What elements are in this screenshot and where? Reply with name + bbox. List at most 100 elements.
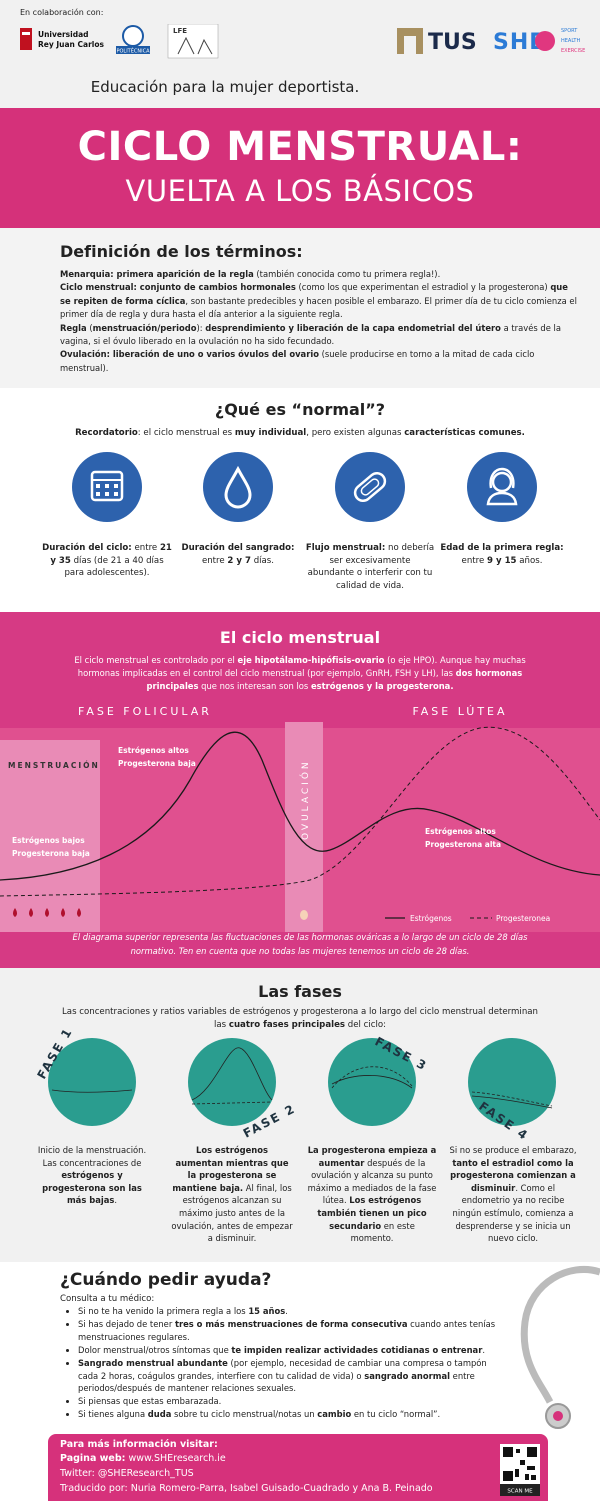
text-run: Los estrógenos también tienen un pico se… bbox=[317, 1195, 427, 1231]
partner-logos: Universidad Rey Juan Carlos POLITÉCNICA … bbox=[20, 24, 219, 59]
text-run: desprendimiento y liberación de la capa … bbox=[205, 322, 501, 333]
text-run: días. bbox=[250, 555, 275, 566]
logo-text: HEALTH bbox=[561, 38, 580, 44]
text-run: . bbox=[285, 1306, 288, 1316]
logo-text: EXERCISE bbox=[561, 48, 585, 54]
logo-text: TUS bbox=[428, 30, 477, 55]
text-run: en este momento. bbox=[350, 1220, 415, 1244]
text-run: Recordatorio bbox=[75, 428, 138, 438]
phase-label: FASE LÚTEA bbox=[412, 705, 507, 718]
logo-text: POLITÉCNICA bbox=[116, 47, 150, 55]
cycle-intro: El ciclo menstrual es controlado por el … bbox=[70, 654, 530, 693]
text-run: estrógenos y la progesterona. bbox=[310, 681, 454, 691]
text-run: (también conocida como tu primera regla!… bbox=[253, 269, 441, 279]
text-run: Duración del ciclo: bbox=[42, 543, 132, 553]
qr-code: SCAN ME bbox=[500, 1444, 540, 1496]
text-run: entre bbox=[201, 555, 228, 566]
text-run: www.SHEresearch.ie bbox=[125, 1453, 226, 1464]
legend-label: Estrógenos bbox=[410, 914, 452, 923]
help-item: Si has dejado de tener tres o más menstr… bbox=[78, 1318, 502, 1344]
logo-text: LFE bbox=[173, 27, 187, 35]
logo-text: Rey Juan Carlos bbox=[38, 40, 104, 49]
text-run: , pero existen algunas bbox=[306, 428, 405, 438]
text-run: duda bbox=[147, 1409, 172, 1420]
footer-visit: Para más información visitar: bbox=[60, 1439, 218, 1450]
menstruation-label: MENSTRUACIÓN bbox=[8, 761, 100, 770]
text-run: Las concentraciones y ratios variables d… bbox=[62, 1007, 538, 1030]
phase-text: Los estrógenos aumentan mientras que la … bbox=[171, 1144, 293, 1245]
qr-caption: SCAN ME bbox=[507, 1489, 533, 1495]
phase-text: Si no se produce el embarazo, tanto el e… bbox=[447, 1144, 579, 1245]
tagline: Educación para la mujer deportista. bbox=[90, 78, 360, 96]
logo-text: SPORT bbox=[561, 28, 578, 34]
text-run: menstruación/periodo bbox=[92, 322, 197, 333]
help-item: Sangrado menstrual abundante (por ejempl… bbox=[78, 1357, 502, 1396]
text-run: (como los que experimentan el estradiol … bbox=[295, 282, 551, 293]
footer: Para más información visitar: Pagina web… bbox=[48, 1434, 548, 1501]
text-run: que nos interesan son los bbox=[198, 681, 311, 691]
phase-text: La progesterona empieza a aumentar despu… bbox=[307, 1144, 437, 1245]
text-run: muy individual bbox=[234, 428, 307, 438]
hormone-label: Estrógenos altos bbox=[425, 827, 496, 836]
normal-item: Edad de la primera regla: entre 9 y 15 a… bbox=[437, 542, 567, 567]
text-run: en tu ciclo “normal”. bbox=[351, 1409, 441, 1420]
text-run: , son bastante predecibles y hacen posib… bbox=[60, 295, 577, 320]
section-heading: El ciclo menstrual bbox=[219, 628, 381, 647]
text-run: 21 y 35 bbox=[50, 543, 172, 566]
text-run: entre bbox=[461, 555, 487, 566]
text-run: estrógenos y progesterona son las más ba… bbox=[42, 1170, 142, 1206]
text-run: El ciclo menstrual es controlado por el bbox=[74, 655, 238, 665]
phases-intro: Las concentraciones y ratios variables d… bbox=[60, 1006, 540, 1032]
text-run: características comunes. bbox=[404, 428, 525, 438]
title-band: CICLO MENSTRUAL: VUELTA A LOS BÁSICOS bbox=[0, 108, 600, 228]
text-run: Pagina web: bbox=[60, 1453, 126, 1464]
help-item: Si piensas que estas embarazada. bbox=[78, 1395, 502, 1408]
help-item: Si tienes alguna duda sobre tu ciclo men… bbox=[78, 1408, 502, 1421]
text-run: sobre tu ciclo menstrual/notas un bbox=[171, 1409, 318, 1420]
text-run: . bbox=[114, 1195, 118, 1206]
text-run: Si no te ha venido la primera regla a lo… bbox=[78, 1306, 249, 1316]
definitions: Definición de los términos: Menarquia: p… bbox=[0, 228, 600, 388]
text-run: 2 y 7 bbox=[227, 555, 251, 566]
legend-label: Progesteronea bbox=[496, 914, 550, 923]
cycle-section: El ciclo menstrual El ciclo menstrual es… bbox=[0, 612, 600, 968]
normal-item: Flujo menstrual: no debería ser excesiva… bbox=[305, 542, 435, 592]
cycle-diagram: FASE FOLICULAR FASE LÚTEA MENSTRUACIÓN O… bbox=[0, 705, 600, 932]
definition-list: Menarquia: primera aparición de la regla… bbox=[60, 268, 580, 375]
text-run: 9 y 15 bbox=[487, 555, 517, 566]
definition: Menarquia: primera aparición de la regla… bbox=[60, 268, 580, 281]
text-run: 15 años bbox=[248, 1306, 286, 1316]
definition: Regla (menstruación/periodo): desprendim… bbox=[60, 322, 580, 349]
phase-text: Inicio de la menstruación. Las concentra… bbox=[31, 1144, 153, 1207]
text-run: Regla bbox=[60, 322, 87, 333]
text-run: entre periodos/después de mantener relac… bbox=[78, 1370, 475, 1394]
text-run: a través de la vagina, si el óvulo liber… bbox=[60, 322, 561, 347]
text-run: que se repiten de forma cíclica bbox=[60, 282, 568, 306]
footer-credits: Traducido por: Nuria Romero-Parra, Isabe… bbox=[60, 1483, 433, 1494]
text-run: tres o más menstruaciones de forma conse… bbox=[174, 1318, 408, 1329]
normal-item: Duración del sangrado: entre 2 y 7 días. bbox=[173, 542, 303, 567]
tus-she-logos: TUS SHE SPORT HEALTH EXERCISE bbox=[397, 28, 585, 55]
hormone-label: Progesterona baja bbox=[118, 759, 196, 768]
text-run: Si tienes alguna bbox=[78, 1409, 148, 1420]
text-run: (o eje HPO). Aunque hay muchas hormonas … bbox=[77, 655, 526, 678]
text-run: Ovulación: liberación de uno o varios óv… bbox=[60, 349, 319, 360]
text-run: cambio bbox=[317, 1409, 352, 1420]
help-item: Si no te ha venido la primera regla a lo… bbox=[78, 1305, 502, 1318]
phase-circles: FASE 1 FASE 2 FASE 3 FASE 4 bbox=[34, 1030, 556, 1140]
text-run: Flujo menstrual: bbox=[305, 543, 386, 553]
ovulation-label: OVULACIÓN bbox=[299, 759, 311, 840]
phases-section: Las fases Las concentraciones y ratios v… bbox=[0, 968, 600, 1262]
logo-text: Universidad bbox=[38, 30, 89, 39]
text-run: no debería ser excesivamente abundante o… bbox=[307, 543, 435, 591]
normal-intro: Recordatorio: el ciclo menstrual es muy … bbox=[40, 428, 560, 438]
normal-section: ¿Qué es “normal”? Recordatorio: el ciclo… bbox=[0, 388, 600, 612]
text-run: te impiden realizar actividades cotidian… bbox=[231, 1344, 483, 1355]
hormone-label: Progesterona baja bbox=[12, 849, 90, 858]
drop-icon bbox=[203, 452, 273, 522]
text-run: eje hipotálamo-hipófisis-ovario bbox=[237, 655, 385, 665]
definition: Ovulación: liberación de uno o varios óv… bbox=[60, 348, 580, 375]
text-run: entre bbox=[131, 543, 160, 553]
hormone-label: Estrógenos altos bbox=[118, 746, 189, 755]
